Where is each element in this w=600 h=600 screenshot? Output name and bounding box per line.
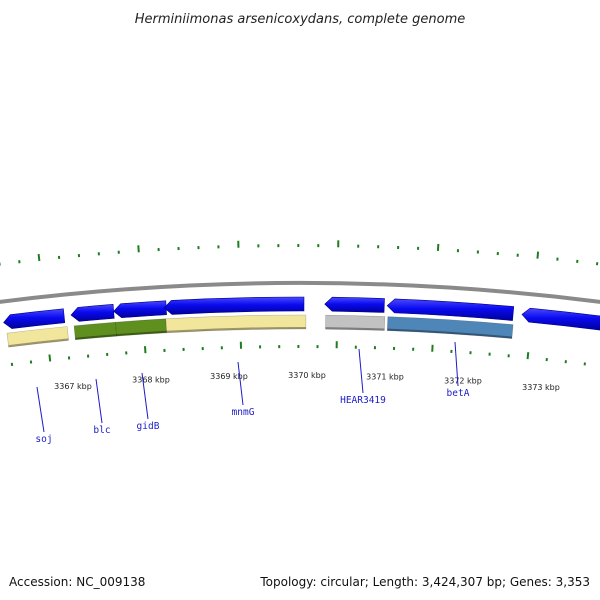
accession-text: Accession: NC_009138: [9, 575, 145, 589]
cds-feature[interactable]: [386, 316, 514, 339]
cds-feature[interactable]: [165, 314, 307, 334]
gene-arrow[interactable]: [70, 304, 115, 322]
tick-mark: [37, 253, 41, 262]
gene-label-soj[interactable]: soj: [35, 434, 52, 445]
gene-label-beta[interactable]: betA: [447, 388, 470, 399]
gene-label-blc[interactable]: blc: [93, 425, 110, 436]
kbp-label: 3372 kbp: [444, 377, 482, 386]
gene-arrow[interactable]: [163, 296, 305, 315]
gene-label-gidb[interactable]: gidB: [137, 421, 160, 432]
gene-label-layer: soj blc gidB mnmG HEAR3419 betA: [35, 341, 470, 445]
kbp-label: 3370 kbp: [288, 371, 326, 380]
genome-summary-text: Topology: circular; Length: 3,424,307 bp…: [259, 575, 590, 589]
kbp-scale: 3367 kbp 3368 kbp 3369 kbp 3370 kbp 3371…: [54, 371, 560, 392]
cds-feature-edge: [75, 334, 117, 340]
tick-mark: [526, 352, 530, 360]
genome-backbone: [0, 280, 600, 304]
gene-label-mnmg[interactable]: mnmG: [232, 407, 255, 418]
map-title: Herminiimonas arsenicoxydans, complete g…: [135, 12, 465, 27]
cds-feature[interactable]: [325, 314, 386, 331]
tick-mark: [48, 354, 52, 362]
cds-feature-edge: [166, 327, 306, 333]
gene-leader-line: [454, 341, 459, 387]
kbp-label: 3373 kbp: [522, 383, 560, 392]
cds-feature[interactable]: [6, 326, 69, 348]
kbp-label: 3368 kbp: [132, 376, 170, 385]
cds-feature-edge: [325, 327, 385, 331]
kbp-label: 3371 kbp: [366, 373, 404, 382]
cds-feature-track: [6, 314, 514, 348]
gene-arrow[interactable]: [324, 296, 385, 313]
kbp-label: 3369 kbp: [210, 372, 248, 381]
tick-mark: [536, 251, 540, 259]
gene-leader-line: [95, 378, 103, 424]
cds-feature-edge: [116, 330, 167, 337]
outer-tick-track: [0, 240, 599, 266]
cds-feature-edge: [8, 338, 69, 348]
gene-arrow[interactable]: [386, 298, 515, 321]
gene-arrow[interactable]: [113, 300, 167, 319]
kbp-label: 3367 kbp: [54, 382, 92, 391]
gene-leader-line: [237, 361, 244, 406]
gene-arrow-track: [3, 296, 600, 331]
gene-leader-line: [358, 348, 364, 394]
gene-leader-line: [36, 386, 45, 433]
gene-arrow[interactable]: [521, 307, 600, 331]
gene-label-hear3419[interactable]: HEAR3419: [340, 395, 386, 406]
cds-feature-edge: [387, 328, 513, 339]
gene-arrow[interactable]: [3, 308, 66, 329]
inner-tick-track: [10, 341, 586, 366]
gene-leader-line: [141, 372, 149, 420]
